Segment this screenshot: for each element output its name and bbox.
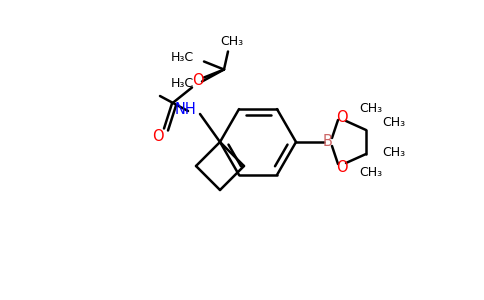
Text: O: O xyxy=(192,73,204,88)
Text: CH₃: CH₃ xyxy=(220,35,243,48)
Text: O: O xyxy=(336,160,348,175)
Text: H₃C: H₃C xyxy=(170,77,194,90)
Text: CH₃: CH₃ xyxy=(382,116,406,128)
Text: CH₃: CH₃ xyxy=(382,146,406,158)
Text: O: O xyxy=(336,110,348,124)
Text: CH₃: CH₃ xyxy=(360,166,382,178)
Text: B: B xyxy=(323,134,333,149)
Text: H₃C: H₃C xyxy=(170,51,194,64)
Text: O: O xyxy=(152,129,164,144)
Text: NH: NH xyxy=(175,101,197,116)
Text: CH₃: CH₃ xyxy=(360,101,382,115)
